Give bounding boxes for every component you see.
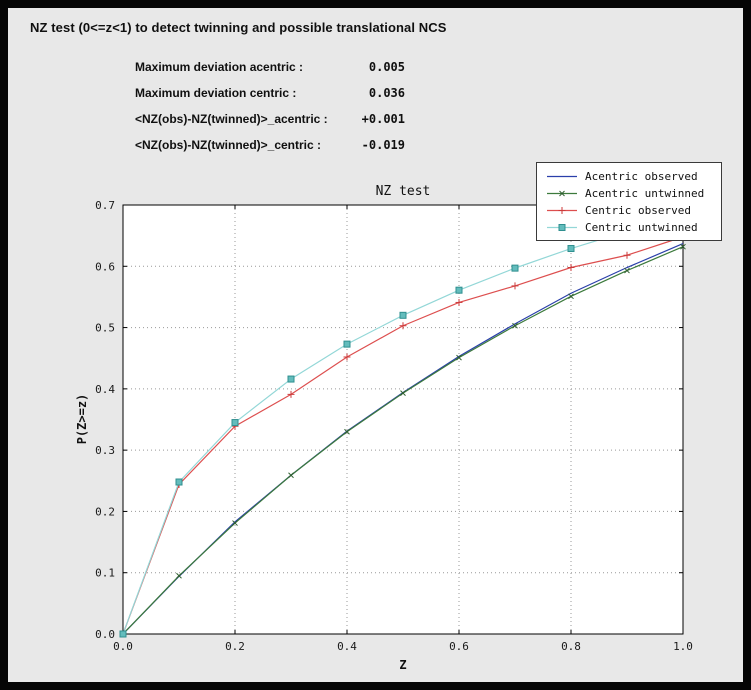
plot-window: NZ test (0<=z<1) to detect twinning and … [8,8,743,682]
svg-text:0.0: 0.0 [113,640,133,653]
stat-value: -0.019 [361,138,405,152]
svg-text:0.5: 0.5 [95,322,115,335]
stat-row: Maximum deviation acentric : 0.005 [135,54,405,80]
plot-area: 0.0 0.2 0.4 0.6 0.8 1.0 0.0 0.1 0.2 0.3 0.4 0.5 0.6 0… [95,199,693,653]
legend-item: Centric observed [545,202,713,219]
stat-row: <NZ(obs)-NZ(twinned)>_centric : -0.019 [135,132,405,158]
stats-block: Maximum deviation acentric : 0.005 Maxim… [135,54,405,158]
stat-value: 0.036 [368,86,405,100]
stat-label: Maximum deviation acentric : [135,60,304,74]
stat-label: <NZ(obs)-NZ(twinned)>_acentric : [135,112,328,126]
y-axis-label: P(Z>=z) [75,393,89,445]
legend-item: Centric untwinned [545,219,713,236]
legend-item: Acentric observed [545,168,713,185]
stat-value: +0.001 [361,112,405,126]
x-axis-label: Z [399,658,407,672]
svg-text:0.3: 0.3 [95,444,115,457]
svg-text:0.4: 0.4 [337,640,357,653]
legend-line-sample [547,175,577,178]
legend-line-sample [547,224,577,231]
svg-text:0.1: 0.1 [95,567,115,580]
legend-label: Centric observed [585,204,691,217]
svg-text:0.0: 0.0 [95,628,115,641]
svg-text:0.4: 0.4 [95,383,115,396]
svg-text:0.2: 0.2 [95,505,115,518]
svg-text:1.0: 1.0 [673,640,693,653]
svg-text:0.7: 0.7 [95,199,115,212]
stat-label: Maximum deviation centric : [135,86,297,100]
svg-text:0.8: 0.8 [561,640,581,653]
svg-text:0.6: 0.6 [95,260,115,273]
legend-label: Acentric observed [585,170,698,183]
chart-title: NZ test [375,184,431,199]
svg-text:0.6: 0.6 [449,640,469,653]
legend-item: Acentric untwinned [545,185,713,202]
stat-label: <NZ(obs)-NZ(twinned)>_centric : [135,138,322,152]
stat-value: 0.005 [368,60,405,74]
stat-row: Maximum deviation centric : 0.036 [135,80,405,106]
legend-label: Centric untwinned [585,221,698,234]
legend: Acentric observed Acentric untwinned Cen… [536,162,722,241]
page-title: NZ test (0<=z<1) to detect twinning and … [30,20,447,35]
legend-line-sample [547,207,577,214]
stat-row: <NZ(obs)-NZ(twinned)>_acentric : +0.001 [135,106,405,132]
svg-text:0.2: 0.2 [225,640,245,653]
legend-label: Acentric untwinned [585,187,705,200]
legend-line-sample [547,190,577,197]
